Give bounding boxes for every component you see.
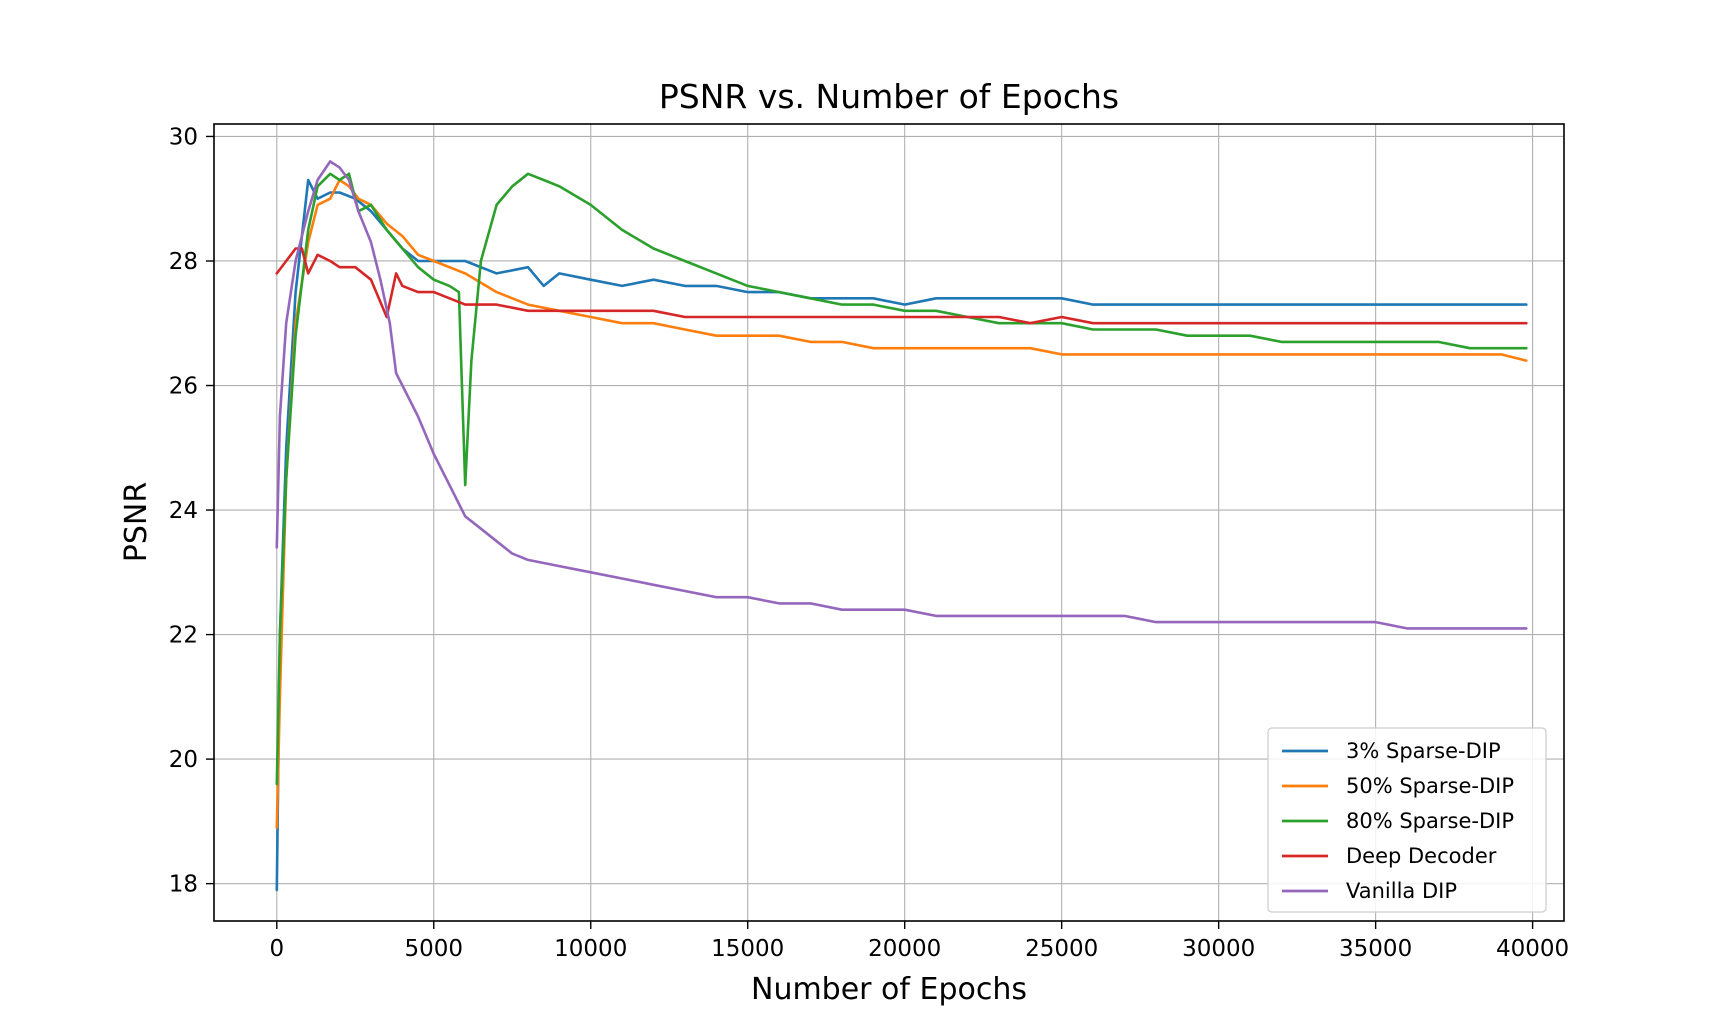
- legend-label: 3% Sparse-DIP: [1346, 739, 1501, 763]
- x-tick-label: 15000: [711, 936, 784, 962]
- y-tick-label: 28: [169, 249, 198, 275]
- series-lines: [275, 160, 1528, 892]
- legend-box: [1267, 727, 1547, 913]
- x-tick-label: 40000: [1496, 936, 1569, 962]
- axis-ticks: 0 5000 10000 15000 20000 25000 30000 35000 40000…: [169, 124, 1569, 962]
- legend-label: 80% Sparse-DIP: [1346, 809, 1514, 833]
- y-tick-label: 20: [169, 747, 198, 773]
- x-axis-label: Number of Epochs: [751, 972, 1027, 1007]
- x-tick-label: 5000: [404, 936, 463, 962]
- legend-label: Deep Decoder: [1346, 844, 1497, 868]
- series-line-4: [275, 247, 1528, 325]
- legend: 3% Sparse-DIP 50% Sparse-DIP 80% Sparse-DI…: [1267, 727, 1547, 913]
- x-tick-label: 25000: [1025, 936, 1098, 962]
- series-line-5: [275, 160, 1528, 630]
- legend-label: 50% Sparse-DIP: [1346, 774, 1514, 798]
- y-tick-label: 18: [169, 872, 198, 898]
- y-tick-label: 22: [169, 623, 198, 649]
- y-tick-label: 26: [169, 374, 198, 400]
- series-line-1: [275, 178, 1528, 892]
- x-tick-label: 0: [269, 936, 284, 962]
- chart-title: PSNR vs. Number of Epochs: [659, 77, 1119, 116]
- series-line-3: [275, 172, 1528, 786]
- legend-label: Vanilla DIP: [1346, 879, 1457, 903]
- y-tick-label: 24: [169, 498, 198, 524]
- y-tick-label: 30: [169, 124, 198, 150]
- x-tick-label: 10000: [554, 936, 627, 962]
- y-axis-label: PSNR: [119, 482, 154, 562]
- x-tick-label: 35000: [1339, 936, 1412, 962]
- x-tick-label: 30000: [1182, 936, 1255, 962]
- x-tick-label: 20000: [868, 936, 941, 962]
- plot-frame: [213, 123, 1565, 922]
